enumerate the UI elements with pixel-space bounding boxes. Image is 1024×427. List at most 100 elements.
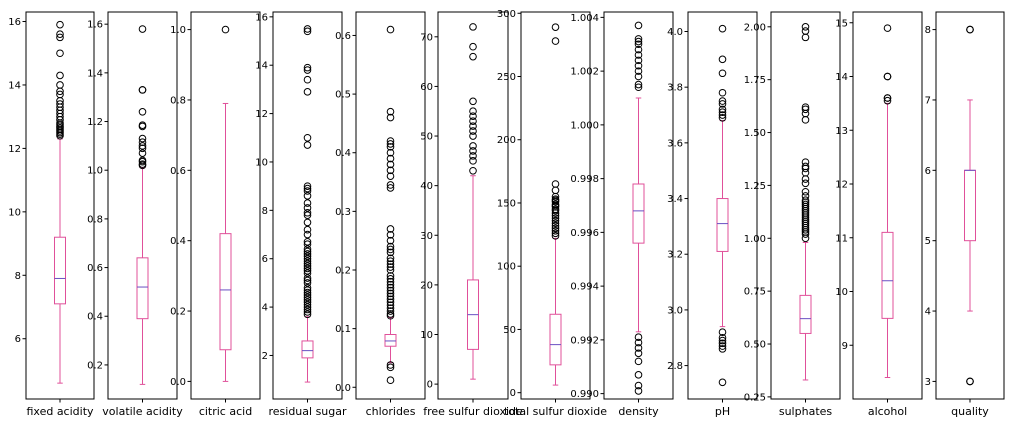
outlier-point [303, 296, 312, 304]
outlier-point [634, 37, 643, 46]
iqr-box [881, 231, 894, 319]
outlier-point [386, 148, 395, 157]
outlier-point [883, 24, 892, 32]
outlier-point [634, 338, 643, 347]
y-tick-label: 2.8 [667, 361, 683, 372]
outlier-point [386, 254, 395, 263]
y-tick-label: 4 [925, 307, 931, 318]
outlier-point [551, 200, 560, 209]
y-tick-label: 60 [420, 82, 433, 93]
outlier-point [634, 349, 643, 358]
outlier-point [303, 211, 312, 219]
y-tick-label: 3.8 [667, 83, 683, 94]
y-tick-label: 1.2 [87, 117, 103, 128]
y-tick-label: 30 [420, 231, 433, 242]
outlier-point [551, 232, 560, 240]
y-tick-label: 0.2 [87, 360, 103, 371]
outlier-point [551, 37, 560, 45]
outlier-point [386, 266, 395, 274]
y-tick-label: 1.4 [87, 68, 103, 79]
outlier-point [386, 257, 395, 266]
outlier-point [386, 236, 395, 245]
x-axis-label: free sulfur dioxide [423, 405, 523, 418]
outlier-point [801, 116, 810, 124]
subplot-8: 0.990 0.992 0.994 0.996 0.998 1.000 1.002 1.004… [570, 11, 674, 418]
outlier-point [303, 25, 312, 33]
iqr-box [964, 169, 976, 242]
y-tick-label: 5 [925, 236, 931, 247]
y-tick-label: 1.00 [744, 234, 766, 245]
outlier-point [718, 69, 727, 78]
outlier-point [386, 277, 395, 286]
outlier-point [138, 107, 147, 116]
y-tick-label: 14 [8, 80, 21, 91]
outlier-point [303, 141, 312, 149]
outlier-point [386, 289, 395, 298]
outlier-point [883, 94, 892, 102]
outlier-point [303, 279, 312, 287]
outlier-point [303, 283, 312, 292]
outlier-point [221, 25, 230, 34]
y-tick-label: 300 [497, 9, 516, 20]
iqr-box [384, 334, 397, 347]
outlier-point [303, 254, 312, 263]
outlier-point [56, 90, 64, 99]
outlier-point [551, 229, 560, 238]
outlier-point [718, 24, 727, 33]
outlier-point [386, 137, 395, 145]
outlier-point [634, 80, 643, 89]
y-tick-label: 0.990 [570, 389, 599, 400]
outlier-point [551, 219, 560, 228]
y-tick-label: 16 [255, 12, 268, 23]
outlier-point [386, 181, 395, 189]
outlier-point [386, 140, 395, 148]
outlier-point [303, 262, 312, 270]
iqr-box [219, 233, 232, 351]
outlier-point [801, 105, 810, 114]
outlier-point [386, 376, 395, 385]
y-tick-label: 0.1 [335, 324, 351, 335]
y-tick-label: 0.25 [744, 392, 766, 403]
y-tick-label: 0.6 [87, 263, 103, 274]
outlier-point [801, 162, 810, 171]
outlier-point [801, 158, 810, 166]
outlier-point [634, 357, 643, 366]
outlier-point [303, 257, 312, 265]
outlier-point [303, 225, 312, 234]
y-tick-label: 12 [8, 144, 21, 155]
outlier-point [801, 27, 810, 35]
outlier-point [718, 345, 727, 353]
y-tick-label: 3.6 [667, 138, 683, 149]
outlier-point [801, 23, 810, 31]
subplot-9: 2.8 3.0 3.2 3.4 3.6 3.8 4.0 pH [667, 11, 758, 418]
outlier-point [138, 121, 147, 129]
outlier-point [386, 143, 395, 151]
iqr-box [799, 294, 812, 334]
outlier-point [801, 200, 810, 209]
outlier-point [303, 240, 312, 248]
outlier-point [303, 300, 312, 309]
y-tick-label: 0.5 [335, 90, 351, 101]
outlier-point [303, 245, 312, 253]
outlier-point [634, 35, 643, 43]
outlier-point [303, 308, 312, 316]
y-tick-label: 0 [510, 388, 516, 399]
y-tick-label: 3.4 [667, 194, 683, 205]
y-tick-label: 50 [503, 325, 516, 336]
outlier-point [551, 195, 560, 203]
y-tick-label: 200 [497, 135, 516, 146]
outlier-point [883, 96, 892, 105]
y-tick-label: 0.8 [87, 214, 103, 225]
y-tick-label: 1.0 [87, 166, 103, 177]
outlier-point [718, 108, 727, 117]
outlier-point [303, 298, 312, 307]
y-tick-label: 0.0 [335, 383, 351, 394]
outlier-point [303, 230, 312, 239]
outlier-point [303, 182, 312, 190]
outlier-point [303, 247, 312, 256]
outlier-point [303, 264, 312, 273]
y-tick-label: 12 [835, 180, 848, 191]
outlier-point [634, 21, 643, 30]
outlier-point [718, 97, 727, 105]
outlier-point [469, 23, 477, 31]
